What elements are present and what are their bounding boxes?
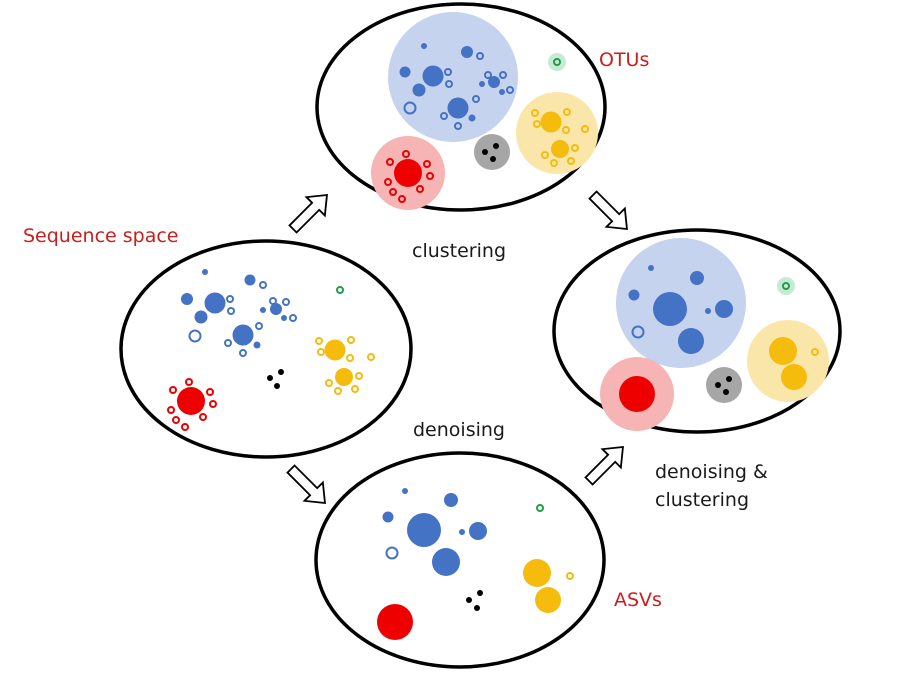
arrow-denoising-to-combined [584,446,624,486]
gray-otu [474,134,510,170]
denoising-label: denoising [413,419,505,441]
denoising-ellipse [314,451,606,669]
yellow-otu [516,92,598,174]
gray-combined-otu [706,367,742,403]
red-asv [377,604,413,640]
arrow-clustering-to-combined [588,190,628,230]
yellow-asvs [523,559,574,613]
green-otu [548,53,566,71]
arrow-sequence-to-clustering [288,194,328,234]
blue-combined-otu [616,238,746,368]
clustering-label: clustering [412,240,506,262]
denoising-clustering-label-line1: denoising & [655,461,768,483]
sequence-space-ellipse [119,239,413,459]
red-combined-otu [600,357,674,431]
green-combined-otu [777,277,795,295]
denoising-clustering-ellipse [552,228,842,434]
denoising-clustering-label-line2: clustering [655,489,749,511]
yellow-combined-otu [747,320,829,402]
red-otu [371,136,445,210]
clustering-ellipse [315,2,607,212]
yellow-sequence-cluster [315,336,375,395]
blue-asvs [382,488,487,576]
black-sequence-cluster [267,369,284,389]
green-sequence [336,286,344,294]
sequence-space-label: Sequence space [23,225,179,247]
asvs-label: ASVs [614,589,662,611]
black-asvs [466,590,483,611]
blue-otu [388,12,518,142]
green-asv [536,504,544,512]
otus-label: OTUs [599,49,649,71]
red-sequence-cluster [167,378,217,431]
blue-sequence-cluster [181,269,297,357]
arrow-sequence-to-denoising [286,464,326,504]
